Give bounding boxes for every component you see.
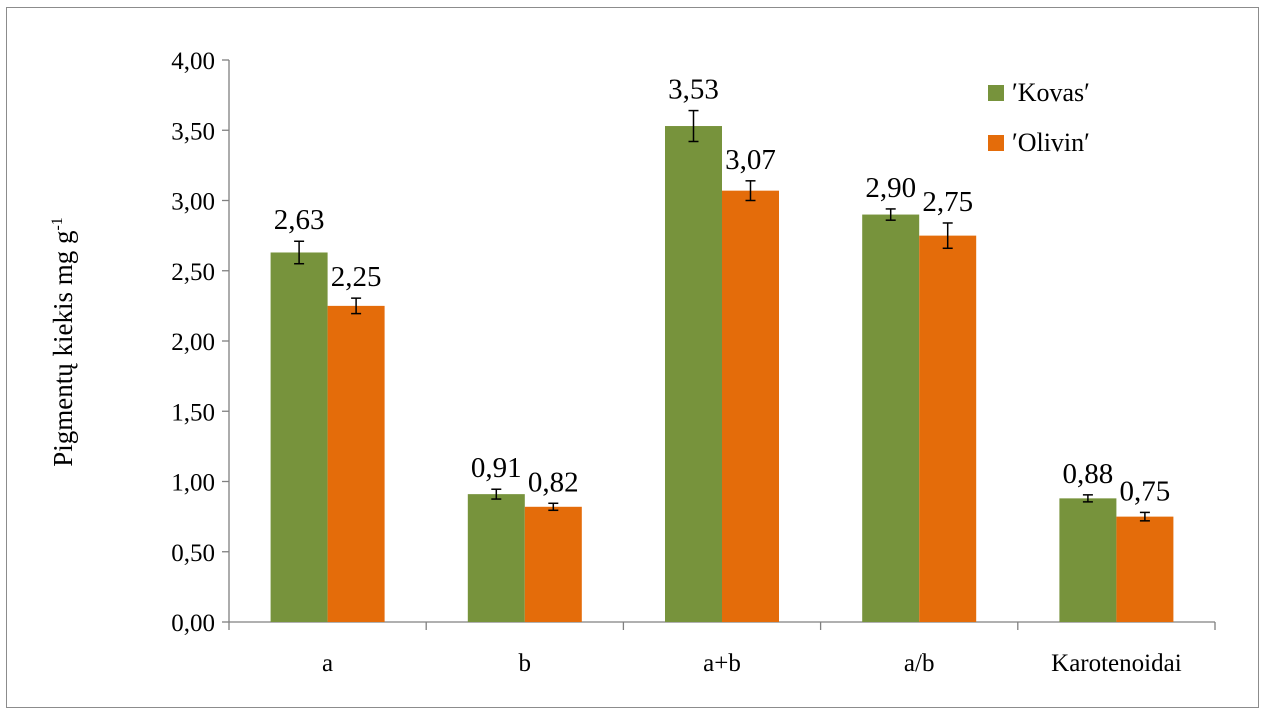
legend-swatch bbox=[988, 135, 1004, 151]
x-tick-label: a/b bbox=[904, 650, 935, 677]
bar bbox=[327, 305, 385, 622]
data-label: 0,91 bbox=[471, 452, 522, 484]
error-bars bbox=[294, 109, 1150, 522]
data-label: 0,88 bbox=[1063, 458, 1114, 490]
y-tick-label: 2,50 bbox=[171, 259, 215, 286]
legend-label: ′Olivin′ bbox=[1012, 128, 1090, 157]
data-label: 2,25 bbox=[331, 261, 382, 293]
bar bbox=[270, 252, 328, 623]
y-tick-label: 1,00 bbox=[171, 470, 215, 497]
bar bbox=[1059, 498, 1117, 622]
x-tick-label: a+b bbox=[703, 650, 741, 677]
bar bbox=[467, 494, 525, 622]
bar bbox=[919, 235, 977, 622]
y-tick-label: 3,50 bbox=[171, 118, 215, 145]
y-tick-label: 0,00 bbox=[171, 610, 215, 637]
y-axis-title: Pigmentų kiekis mg g-1 bbox=[48, 217, 78, 467]
x-tick-label: a bbox=[322, 650, 333, 677]
bar bbox=[1116, 516, 1174, 622]
x-tick-label: b bbox=[519, 650, 532, 677]
x-tick-label: Karotenoidai bbox=[1051, 650, 1182, 677]
y-axis-label-superscript: -1 bbox=[49, 217, 66, 230]
legend-label: ′Kovas′ bbox=[1012, 78, 1090, 107]
y-tick-label: 3,00 bbox=[171, 189, 215, 216]
data-labels: 2,63 0,91 3,53 2,90 0,88 2,25 0,82 3,07 2,75 0,75 bbox=[274, 74, 1171, 508]
data-label: 2,63 bbox=[274, 204, 325, 236]
bar bbox=[665, 126, 722, 622]
axes: 0,00 0,50 1,00 1,50 2,00 2,50 3,00 3,50 4,00 a b a+… bbox=[171, 48, 1216, 677]
data-label: 2,90 bbox=[865, 172, 916, 204]
svg-text:Pigmentų kiekis mg g-1: Pigmentų kiekis mg g-1 bbox=[48, 217, 78, 467]
y-tick-label: 4,00 bbox=[171, 48, 215, 75]
data-label: 0,82 bbox=[528, 466, 579, 498]
bar bbox=[722, 190, 779, 623]
y-tick-label: 1,50 bbox=[171, 399, 215, 426]
legend-swatch bbox=[988, 85, 1004, 101]
data-label: 3,53 bbox=[668, 74, 719, 106]
y-tick-label: 2,00 bbox=[171, 329, 215, 356]
legend: ′Kovas′ ′Olivin′ bbox=[988, 78, 1090, 157]
y-tick-label: 0,50 bbox=[171, 540, 215, 567]
bar bbox=[862, 214, 920, 623]
data-label: 2,75 bbox=[922, 186, 973, 218]
bars bbox=[270, 126, 1174, 623]
data-label: 3,07 bbox=[725, 144, 776, 176]
chart-frame bbox=[6, 7, 1259, 708]
y-axis-label: Pigmentų kiekis mg g bbox=[48, 231, 78, 467]
bar bbox=[524, 506, 582, 622]
data-label: 0,75 bbox=[1120, 475, 1171, 507]
